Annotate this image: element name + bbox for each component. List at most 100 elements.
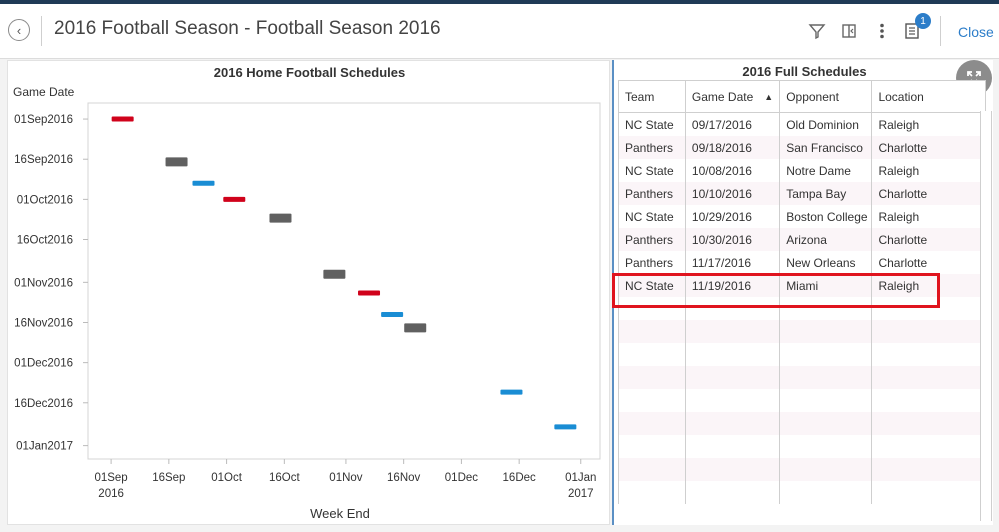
table-cell: San Francisco [779, 136, 873, 159]
x-tick-label: 16Dec [503, 472, 536, 484]
column-header-location[interactable]: Location [871, 80, 986, 113]
table-row[interactable] [618, 320, 986, 343]
column-header-game-date[interactable]: Game Date ▲ [684, 80, 781, 113]
table-cell [871, 435, 986, 458]
table-row[interactable] [618, 412, 986, 435]
y-tick-label: 01Sep2016 [14, 114, 73, 126]
table-cell: 09/17/2016 [684, 112, 781, 136]
table-cell: Miami [779, 274, 873, 297]
table-cell [684, 389, 781, 412]
table-cell [684, 366, 781, 389]
schedule-table: Team Game Date ▲ Opponent Location NC Sta… [618, 80, 986, 504]
table-cell [779, 412, 873, 435]
x-tick-label: 16Nov [387, 472, 420, 484]
table-cell [684, 412, 781, 435]
x-tick-year-label: 2016 [98, 488, 124, 500]
table-cell [871, 320, 986, 343]
table-row[interactable]: NC State 10/08/2016 Notre Dame Raleigh [618, 159, 986, 182]
table-cell [779, 343, 873, 366]
table-row[interactable] [618, 481, 986, 504]
table-cell: 10/10/2016 [684, 182, 781, 205]
table-cell [618, 343, 686, 366]
data-point [404, 323, 427, 333]
table-row[interactable]: Panthers 11/17/2016 New Orleans Charlotte [618, 251, 986, 274]
table-cell [779, 389, 873, 412]
table-cell: 11/17/2016 [684, 251, 781, 274]
table-row[interactable]: Panthers 10/10/2016 Tampa Bay Charlotte [618, 182, 986, 205]
table-cell: Raleigh [871, 112, 986, 136]
table-row[interactable]: NC State 10/29/2016 Boston College Raleigh [618, 205, 986, 228]
x-axis-label: Week End [310, 506, 370, 521]
table-cell [618, 412, 686, 435]
table-cell [618, 435, 686, 458]
table-row[interactable]: NC State 11/19/2016 Miami Raleigh [618, 274, 986, 297]
y-tick-label: 16Nov2016 [14, 317, 73, 329]
table-cell: NC State [618, 112, 686, 136]
table-cell: Panthers [618, 136, 686, 159]
table-cell [684, 320, 781, 343]
data-point [111, 116, 134, 122]
table-row[interactable] [618, 343, 986, 366]
table-cell [684, 458, 781, 481]
panel-toggle-icon[interactable] [838, 20, 860, 42]
table-cell [779, 435, 873, 458]
table-cell: 10/29/2016 [684, 205, 781, 228]
notifications-icon[interactable] [901, 20, 923, 42]
table-cell: NC State [618, 159, 686, 182]
chevron-left-icon: ‹ [16, 22, 22, 38]
table-row[interactable] [618, 389, 986, 412]
table-cell: 11/19/2016 [684, 274, 781, 297]
x-tick-label: 01Sep [94, 472, 127, 484]
table-cell [618, 481, 686, 504]
data-point [192, 180, 215, 186]
column-header-team[interactable]: Team [618, 80, 686, 113]
x-tick-label: 01Nov [329, 472, 362, 484]
table-row[interactable]: Panthers 09/18/2016 San Francisco Charlotte [618, 136, 986, 159]
top-accent-stripe [0, 0, 999, 4]
table-row[interactable] [618, 366, 986, 389]
table-scrollbar[interactable] [980, 111, 992, 521]
table-cell [684, 435, 781, 458]
y-tick-label: 01Nov2016 [14, 277, 73, 289]
table-cell: Raleigh [871, 205, 986, 228]
table-cell: Panthers [618, 182, 686, 205]
column-header-opponent[interactable]: Opponent [779, 80, 873, 113]
y-tick-label: 01Dec2016 [14, 358, 73, 370]
header-divider [41, 16, 42, 46]
table-header-row: Team Game Date ▲ Opponent Location [618, 80, 986, 113]
table-cell: Panthers [618, 251, 686, 274]
table-cell [779, 297, 873, 320]
table-cell [618, 389, 686, 412]
y-axis-label: Game Date [13, 85, 75, 99]
chart-title: 2016 Home Football Schedules [213, 65, 406, 80]
table-cell [871, 389, 986, 412]
table-row[interactable] [618, 435, 986, 458]
table-cell [779, 320, 873, 343]
y-tick-label: 01Oct2016 [17, 194, 73, 206]
page-title: 2016 Football Season - Football Season 2… [54, 18, 441, 39]
x-tick-label: 16Oct [269, 472, 300, 484]
x-tick-label: 01Jan [565, 472, 596, 484]
table-cell [779, 366, 873, 389]
y-tick-label: 01Jan2017 [16, 441, 73, 453]
table-cell [779, 458, 873, 481]
table-cell: Notre Dame [779, 159, 873, 182]
table-cell [618, 458, 686, 481]
table-row[interactable]: NC State 09/17/2016 Old Dominion Raleigh [618, 112, 986, 136]
table-cell: Charlotte [871, 136, 986, 159]
table-cell: Tampa Bay [779, 182, 873, 205]
table-row[interactable]: Panthers 10/30/2016 Arizona Charlotte [618, 228, 986, 251]
table-row[interactable] [618, 297, 986, 320]
x-tick-label: 01Oct [211, 472, 242, 484]
table-cell [871, 297, 986, 320]
back-button[interactable]: ‹ [8, 19, 30, 41]
data-point [165, 157, 188, 167]
header-divider-right [940, 16, 941, 46]
filter-icon[interactable] [806, 20, 828, 42]
table-row[interactable] [618, 458, 986, 481]
table-cell: Raleigh [871, 274, 986, 297]
close-button[interactable]: Close [958, 24, 994, 40]
more-options-icon[interactable] [871, 20, 893, 42]
schedule-table-panel: 2016 Full Schedules Team Game Date ▲ Oppo… [612, 60, 993, 525]
